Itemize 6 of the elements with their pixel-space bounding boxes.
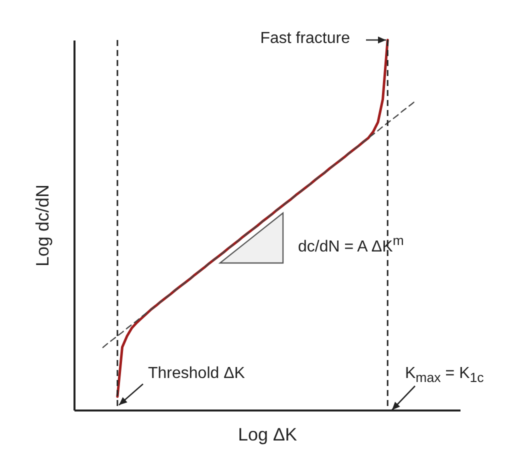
annotation: Threshold ΔK	[148, 365, 245, 382]
x-axis-title: Log ΔK	[238, 424, 298, 444]
annotation: K$_{max}$ = K$_{1c}$	[405, 365, 484, 386]
annotation: dc/dN = A ΔK$^{m}$	[298, 233, 404, 256]
y-axis-title: Log dc/dN	[32, 184, 52, 267]
annotation: Fast fracture	[260, 30, 350, 47]
